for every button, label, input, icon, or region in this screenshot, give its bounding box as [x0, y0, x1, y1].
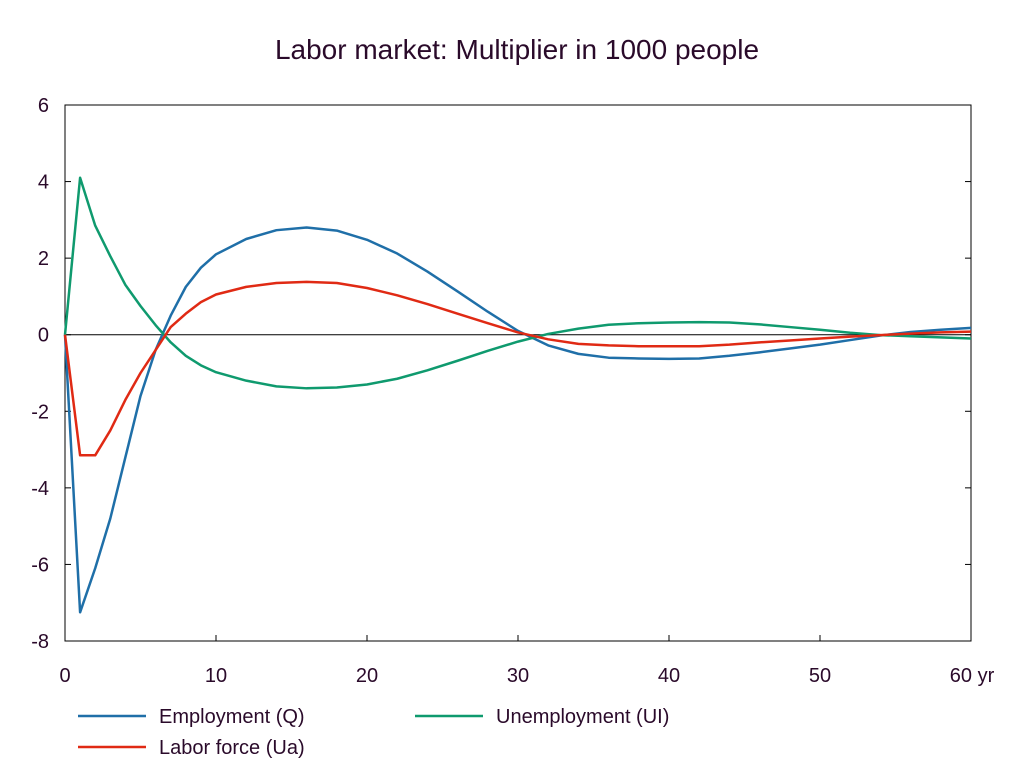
- y-tick-label: 6: [38, 95, 49, 117]
- legend-item: Unemployment (UI): [415, 706, 669, 728]
- x-tick-label: 50: [809, 665, 831, 687]
- y-tick-label: -8: [31, 631, 49, 653]
- y-tick-label: -6: [31, 554, 49, 576]
- x-tick-label: 0: [59, 665, 70, 687]
- series-layer: [63, 176, 972, 614]
- series-line-0: [63, 226, 972, 614]
- y-tick-label: 0: [38, 325, 49, 347]
- legend: Employment (Q) Unemployment (UI) Labor for…: [78, 706, 669, 759]
- axes-layer: -8 -6 -4 -2 0 2 4 6 0 10 20 30 40 50 60 yr: [31, 95, 994, 687]
- x-tick-label: 20: [356, 665, 378, 687]
- x-tick-label: 40: [658, 665, 680, 687]
- legend-label: Labor force (Ua): [159, 737, 305, 759]
- x-tick-label: 30: [507, 665, 529, 687]
- x-tick-label: 10: [205, 665, 227, 687]
- series-line-2: [63, 280, 972, 457]
- series-line-1: [63, 176, 972, 390]
- plot-frame: [64, 104, 972, 642]
- legend-item: Labor force (Ua): [78, 737, 305, 759]
- y-tick-label: 2: [38, 248, 49, 270]
- y-tick-label: -4: [31, 478, 49, 500]
- y-tick-label: -2: [31, 401, 49, 423]
- legend-label: Employment (Q): [159, 706, 305, 728]
- legend-label: Unemployment (UI): [496, 706, 669, 728]
- x-tick-label: 60 yr: [950, 665, 995, 687]
- chart-title: Labor market: Multiplier in 1000 people: [275, 34, 759, 65]
- y-tick-label: 4: [38, 172, 49, 194]
- legend-item: Employment (Q): [78, 706, 305, 728]
